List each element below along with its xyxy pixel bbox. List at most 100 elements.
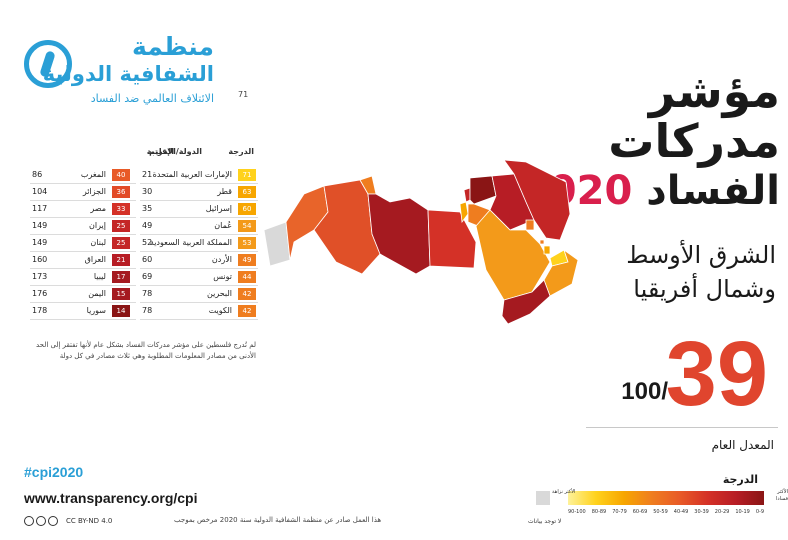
- country-qatar: [543, 245, 551, 255]
- table-row: 21 العراق: [0, 253, 130, 267]
- table-row: 42 البحرين: [56, 287, 256, 301]
- table-row: 54 عُمان: [56, 219, 256, 233]
- title-line-1: مؤشر: [648, 64, 780, 118]
- row-divider: [30, 319, 136, 320]
- logo-line-1: منظمة: [132, 32, 214, 61]
- row-divider: [30, 285, 136, 286]
- region-line-2: وشمال أفريقيا: [633, 275, 776, 303]
- country-rank: 149: [32, 238, 48, 247]
- row-divider: [140, 217, 258, 218]
- legend-title: الدرجة: [722, 473, 758, 486]
- country-lebanon: [463, 187, 471, 203]
- country-score: 25: [112, 237, 130, 249]
- ti-logo: منظمة الشفافية الدولية الائتلاف العالمي …: [24, 30, 214, 110]
- legend-tick: 70-79: [612, 509, 627, 515]
- row-divider: [140, 183, 258, 184]
- title-word: الفساد: [646, 168, 780, 214]
- row-divider: [140, 251, 258, 252]
- row-divider: [140, 319, 258, 320]
- hashtag-link[interactable]: #cpi2020: [24, 464, 84, 480]
- palestine-note: لم تُدرج فلسطين على مؤشر مدركات الفساد ب…: [36, 341, 256, 360]
- by-icon: [36, 516, 46, 526]
- country-name: الإمارات العربية المتحدة: [152, 170, 232, 179]
- row-divider: [140, 234, 258, 235]
- country-score: 44: [238, 271, 256, 283]
- row-divider: [30, 268, 136, 269]
- country-egypt: [427, 209, 477, 269]
- country-rank: 49: [142, 221, 153, 230]
- country-name: المملكة العربية السعودية: [149, 238, 232, 247]
- table-row: 60 إسرائيل: [56, 202, 256, 216]
- table-row: 44 تونس: [56, 270, 256, 284]
- country-rank: 69: [142, 272, 153, 281]
- nd-icon: [48, 516, 58, 526]
- region-line-1: الشرق الأوسط: [626, 241, 776, 269]
- country-score: 21: [112, 254, 130, 266]
- country-rank: 86: [32, 170, 43, 179]
- country-name: ليبيا: [93, 272, 106, 281]
- country-score: 40: [112, 169, 130, 181]
- country-name: إيران: [89, 221, 106, 230]
- country-rank: 35: [142, 204, 153, 213]
- country-libya: [367, 193, 431, 275]
- country-syria: [469, 175, 497, 205]
- row-divider: [30, 251, 136, 252]
- country-other-land: [264, 221, 291, 267]
- table-row: 42 الكويت: [56, 304, 256, 318]
- table-row: 25 لبنان: [0, 236, 130, 250]
- country-rank: 117: [32, 204, 48, 213]
- table-row: 33 مصر: [0, 202, 130, 216]
- score-max: 100/: [621, 378, 668, 405]
- score-divider: [586, 427, 778, 428]
- score-value: 39: [665, 323, 768, 425]
- country-name: اليمن: [88, 289, 106, 298]
- country-name: الكويت: [208, 306, 232, 315]
- row-divider: [140, 302, 258, 303]
- country-name: المغرب: [80, 170, 106, 179]
- table-row: 40 المغرب: [0, 168, 130, 182]
- country-name: الجزائر: [82, 187, 106, 196]
- legend-tick: 90-100: [568, 509, 586, 515]
- country-name: مصر: [90, 204, 106, 213]
- country-rank: 78: [142, 289, 153, 298]
- country-score: 60: [238, 203, 256, 215]
- website-link[interactable]: www.transparency.org/cpi: [24, 490, 198, 506]
- table-header-rank: المرتبة: [146, 147, 174, 156]
- country-name: تونس: [213, 272, 232, 281]
- legend-no-data-label: لا توجد بيانات: [528, 518, 562, 525]
- legend-tick: 10-19: [735, 509, 750, 515]
- table-row: 14 سوريا: [0, 304, 130, 318]
- table-row: 25 إيران: [0, 219, 130, 233]
- legend-tick: 40-49: [673, 509, 689, 515]
- license-badge: CC BY-ND 4.0: [24, 516, 112, 526]
- country-rank: 30: [142, 187, 153, 196]
- region-name: الشرق الأوسط وشمال أفريقيا: [556, 238, 776, 306]
- country-rank: 149: [32, 221, 48, 230]
- country-bahrain: [539, 239, 545, 245]
- country-name: لبنان: [90, 238, 106, 247]
- row-divider: [30, 234, 136, 235]
- row-divider: [30, 302, 136, 303]
- country-rank: 160: [32, 255, 48, 264]
- table-row: 17 ليبيا: [0, 270, 130, 284]
- country-score: 63: [238, 186, 256, 198]
- cc-icon: [24, 516, 34, 526]
- logo-line-2: الشفافية الدولية: [42, 62, 214, 86]
- logo-line-3: الائتلاف العالمي ضد الفساد: [90, 92, 214, 105]
- table-row: 49 الأردن: [56, 253, 256, 267]
- country-score: 71: [238, 169, 256, 181]
- country-score: 33: [112, 203, 130, 215]
- legend-tick: 0-9: [755, 509, 764, 515]
- country-score: 42: [238, 288, 256, 300]
- table-header-country: الدولة/الإقليم: [149, 147, 202, 156]
- legend-ticks: 90-100 80-89 70-79 60-69 50-59 40-49 30-39 20-2…: [568, 509, 764, 515]
- country-rank: 173: [32, 272, 48, 281]
- country-score: 49: [238, 254, 256, 266]
- mena-map: [264, 159, 579, 325]
- license-label: CC BY-ND 4.0: [66, 517, 113, 525]
- country-score: 17: [112, 271, 130, 283]
- legend-high-label: الأكثر فسادا: [776, 489, 788, 502]
- score-label: المعدل العام: [711, 438, 774, 452]
- license-text: هذا العمل صادر عن منظمة الشفافية الدولية…: [174, 516, 382, 524]
- legend-tick: 20-29: [714, 509, 730, 515]
